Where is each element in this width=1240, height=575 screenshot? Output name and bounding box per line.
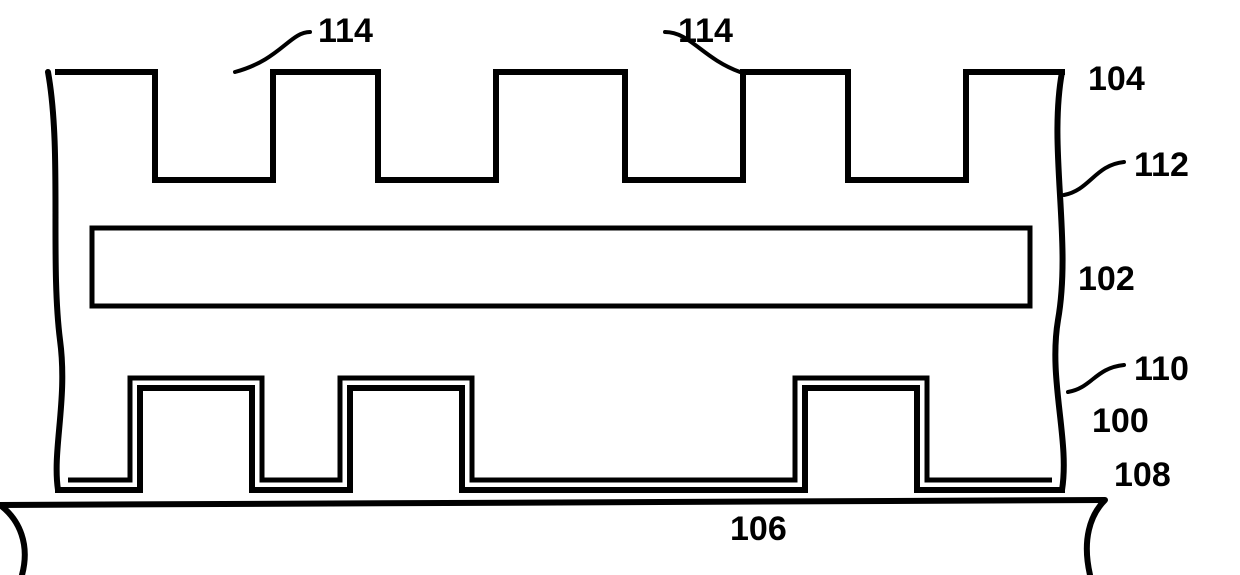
label-106: 106 [730, 510, 787, 548]
substrate-break-left [0, 505, 25, 575]
label-110: 110 [1134, 350, 1189, 388]
leader-110 [1068, 365, 1124, 392]
label-112: 112 [1134, 146, 1189, 184]
leader-114-left [235, 32, 310, 72]
label-102: 102 [1078, 260, 1135, 298]
label-100: 100 [1092, 402, 1149, 440]
substrate-line-106 [0, 500, 1105, 505]
leader-112 [1064, 162, 1124, 195]
label-114: 114 [318, 12, 373, 50]
label-108: 108 [1114, 456, 1171, 494]
label-104: 104 [1088, 60, 1145, 98]
middle-bar-102 [92, 228, 1030, 306]
label-114: 114 [678, 12, 733, 50]
substrate-break-right [1087, 500, 1105, 575]
